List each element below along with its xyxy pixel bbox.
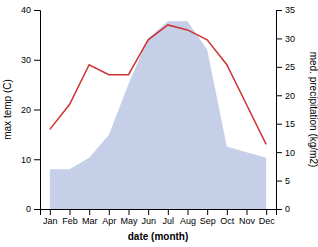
- tick-label: Dec: [259, 216, 276, 226]
- tick-label: 10: [21, 155, 31, 165]
- tick-label: 30: [21, 55, 31, 65]
- tick: 40: [21, 5, 40, 15]
- tick-mark: [50, 209, 51, 215]
- tick: Dec: [259, 209, 276, 226]
- tick-mark: [129, 209, 130, 215]
- tick: 10: [21, 155, 40, 165]
- tick: Nov: [239, 209, 256, 226]
- tick-mark: [276, 124, 282, 125]
- tick-mark: [34, 60, 40, 61]
- tick-label: 35: [285, 5, 295, 15]
- tick-label: 20: [285, 91, 295, 101]
- plot: Jan Feb Mar Apr MayJun Jul Aug Sep Oct NovDec 0 10 2…: [2, 5, 318, 242]
- y-axis-title: max temp (C): [2, 79, 13, 140]
- tick: 10: [276, 148, 295, 158]
- tick-label: 25: [285, 62, 295, 72]
- axis-domain: [34, 11, 41, 210]
- tick: 25: [276, 62, 295, 72]
- tick-mark: [276, 209, 282, 210]
- tick-mark: [34, 110, 40, 111]
- tick-mark: [276, 10, 282, 11]
- tick: Aug: [180, 209, 196, 226]
- marks: [50, 21, 266, 209]
- tick: Apr: [102, 209, 116, 226]
- tick-label: Jun: [141, 216, 156, 226]
- tick-mark: [276, 181, 282, 182]
- tick-label: Jul: [163, 216, 175, 226]
- tick-label: 0: [26, 204, 31, 214]
- axis: 0 10 20 30 40: [21, 5, 41, 214]
- axis-domain: [277, 11, 283, 210]
- tick: 30: [21, 55, 40, 65]
- tick-label: Feb: [62, 216, 78, 226]
- axis: Jan Feb Mar Apr MayJun Jul Aug Sep Oct NovDec: [41, 209, 277, 226]
- tick-label: 20: [21, 105, 31, 115]
- chart: Jan Feb Mar Apr MayJun Jul Aug Sep Oct NovDec 0 10 2…: [0, 0, 318, 247]
- tick-mark: [247, 209, 248, 215]
- tick-label: Oct: [220, 216, 235, 226]
- tick-label: 0: [285, 204, 290, 214]
- tick-mark: [34, 10, 40, 11]
- tick-label: Mar: [82, 216, 98, 226]
- y2-axis-title: med. precipitation (kg/m2): [308, 52, 318, 168]
- line: [50, 25, 266, 144]
- area: [50, 21, 266, 209]
- tick-label: Nov: [239, 216, 256, 226]
- tick: Oct: [220, 209, 235, 226]
- tick: Jul: [163, 209, 175, 226]
- tick-mark: [34, 159, 40, 160]
- tick-mark: [207, 209, 208, 215]
- tick: 0: [276, 204, 290, 214]
- tick-mark: [70, 209, 71, 215]
- tick-mark: [276, 38, 282, 39]
- tick: 5: [276, 176, 290, 186]
- tick: Jun: [141, 209, 156, 226]
- axis-domain: [41, 210, 277, 216]
- tick-label: May: [120, 216, 138, 226]
- tick-label: Apr: [102, 216, 116, 226]
- tick-mark: [188, 209, 189, 215]
- tick-label: 10: [285, 148, 295, 158]
- tick: 20: [21, 105, 40, 115]
- tick-mark: [266, 209, 267, 215]
- tick-mark: [89, 209, 90, 215]
- tick-mark: [168, 209, 169, 215]
- tick-label: 15: [285, 119, 295, 129]
- tick: 30: [276, 34, 295, 44]
- tick: 15: [276, 119, 295, 129]
- tick-label: 5: [285, 176, 290, 186]
- tick-mark: [148, 209, 149, 215]
- tick-mark: [227, 209, 228, 215]
- tick: Jan: [43, 209, 58, 226]
- tick-label: 40: [21, 5, 31, 15]
- tick-mark: [276, 67, 282, 68]
- tick: Sep: [200, 209, 216, 226]
- tick: 35: [276, 5, 295, 15]
- tick: May: [120, 209, 138, 226]
- x-axis-title: date (month): [128, 231, 189, 242]
- tick-mark: [276, 152, 282, 153]
- tick: Mar: [82, 209, 98, 226]
- axis: 0 5 10 15 20 25 30 35: [276, 5, 295, 214]
- tick-mark: [276, 95, 282, 96]
- tick-mark: [109, 209, 110, 215]
- tick-label: Jan: [43, 216, 58, 226]
- tick-mark: [34, 209, 40, 210]
- tick-label: Sep: [200, 216, 216, 226]
- tick: Feb: [62, 209, 78, 226]
- tick: 20: [276, 91, 295, 101]
- tick: 0: [26, 204, 40, 214]
- tick-label: Aug: [180, 216, 196, 226]
- tick-label: 30: [285, 34, 295, 44]
